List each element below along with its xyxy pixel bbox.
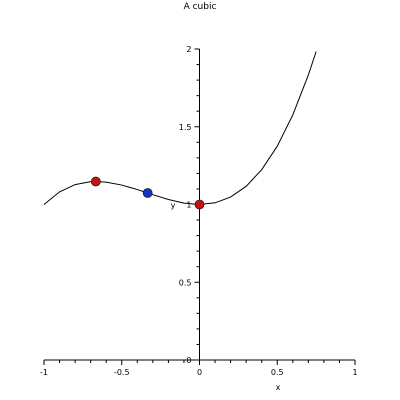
- chart-title: A cubic: [184, 2, 217, 12]
- y-tick-label: 0.5: [179, 278, 192, 287]
- x-tick-label: -1: [40, 368, 48, 377]
- y-tick-label: 0: [186, 356, 191, 365]
- data-point: [142, 188, 153, 198]
- y-axis-label: y: [171, 201, 176, 210]
- data-point: [194, 199, 205, 210]
- axes: -1 -0.5 0 0.5 1 0 0.5 1 1.5 2: [40, 45, 358, 377]
- x-tick-label: 0.5: [271, 368, 284, 377]
- y-tick-label: 2: [186, 45, 191, 54]
- data-point: [90, 176, 101, 187]
- points-layer: [90, 176, 205, 210]
- y-tick-label: 1.5: [179, 123, 192, 132]
- x-tick-label: -0.5: [114, 368, 130, 377]
- x-tick-label: 0: [197, 368, 202, 377]
- x-axis-label: x: [276, 383, 281, 392]
- x-tick-label: 1: [352, 368, 357, 377]
- y-tick-label: 1: [186, 201, 191, 210]
